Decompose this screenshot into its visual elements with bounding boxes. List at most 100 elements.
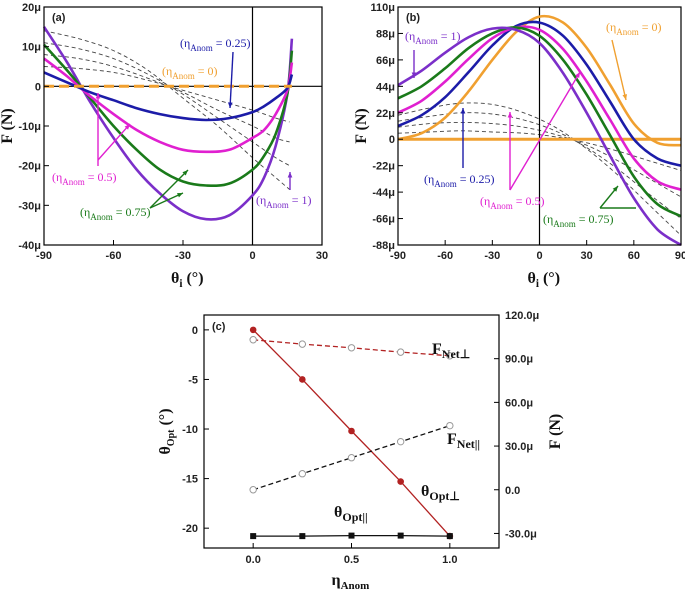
arrow-eta-0.25 xyxy=(229,51,234,109)
panel-label: (b) xyxy=(406,12,420,24)
y-tick-label: -44μ xyxy=(372,187,395,199)
data-point-square xyxy=(299,533,306,540)
panel-a: -90 -60 -30 0 30 20μ 10μ 0 -10μ -20μ -30μ -40μ (a) θi… xyxy=(0,2,328,290)
data-point-square xyxy=(348,532,355,539)
data-point-circle xyxy=(299,376,306,383)
y-tick-label: -30μ xyxy=(18,200,41,212)
series-label-theta-par: θOpt|| xyxy=(334,504,368,524)
data-point-open-circle xyxy=(446,421,454,430)
y-right-tick-label: -30.0μ xyxy=(505,528,537,540)
series-line-0 xyxy=(42,26,294,221)
arrow-eta-0.5b-head xyxy=(575,72,580,78)
y-tick-label: 20μ xyxy=(22,2,41,14)
annotation-eta-0: (ηAnom = 0) xyxy=(162,64,218,81)
x-axis-label: ηAnom xyxy=(332,572,370,592)
data-point-open-circle xyxy=(347,344,356,352)
annotation-eta-1: (ηAnom = 1) xyxy=(256,193,312,210)
series-line-2 xyxy=(43,57,294,154)
y-right-tick-label: 90.0μ xyxy=(505,354,533,366)
y-right-tick-label: 30.0μ xyxy=(505,441,533,453)
series-label-fnet-par: FNet|| xyxy=(447,431,480,451)
y-tick-label: 110μ xyxy=(371,2,395,14)
arrow-eta-0.5b xyxy=(97,123,131,161)
x-tick-label: -60 xyxy=(106,250,122,262)
arrow-eta-0.5-head xyxy=(507,112,513,118)
data-point-open-circle xyxy=(298,470,307,478)
x-axis-label: θi (°) xyxy=(528,270,561,290)
annotation-eta-0.75: (ηAnom = 0.75) xyxy=(543,212,614,229)
annotation-eta-1: (ηAnom = 1) xyxy=(405,29,461,46)
arrow-eta-0.25-head xyxy=(227,102,233,108)
annotation-eta-0.75: (ηAnom = 0.75) xyxy=(80,205,151,222)
y-right-tick-label: 60.0μ xyxy=(505,397,533,409)
y-tick-label: -22μ xyxy=(372,161,395,173)
x-tick-label: 90 xyxy=(675,250,685,262)
series-line-2 xyxy=(397,20,682,167)
x-tick-label: 30 xyxy=(316,250,328,262)
arrow-eta-0 xyxy=(611,39,627,101)
dashed-curve-1 xyxy=(43,42,290,167)
y-tick-label: 66μ xyxy=(376,55,395,67)
series-label-theta-perp: θOpt⊥ xyxy=(421,483,460,503)
x-tick-label: -60 xyxy=(437,250,453,262)
arrow-eta-1-head xyxy=(411,72,417,78)
annotation-eta-0.5: (ηAnom = 0.5) xyxy=(52,170,117,187)
y-left-tick-label: -5 xyxy=(188,374,198,386)
arrow-eta-0-head xyxy=(622,94,628,100)
annotation-eta-0: (ηAnom = 0) xyxy=(606,20,662,37)
y-tick-label: 44μ xyxy=(376,81,395,93)
arrow-eta-0.5b-head xyxy=(124,124,130,130)
panel-c: 0.0 0.5 1.0 0 -5 -10 -15 -20 120.0μ 90.0μ 60.0μ 30.… xyxy=(157,310,564,592)
y-left-tick-label: 0 xyxy=(192,325,198,337)
data-point-open-circle xyxy=(396,437,405,446)
data-point-square xyxy=(250,533,257,540)
data-point-open-circle xyxy=(249,486,257,494)
x-tick-label: -30 xyxy=(484,250,500,262)
data-point-open-circle xyxy=(249,336,257,344)
data-point-open-circle xyxy=(298,340,307,348)
y-tick-label: -20μ xyxy=(18,161,41,173)
y-right-axis-label: F (N) xyxy=(547,414,564,449)
arrow-eta-0.75 xyxy=(149,169,189,209)
arrow-eta-0.75b xyxy=(149,192,184,209)
data-point-circle xyxy=(397,478,404,485)
y-tick-label: 22μ xyxy=(376,108,395,120)
dashed-curve-3 xyxy=(43,66,290,123)
x-tick-label: 0.0 xyxy=(246,554,261,566)
x-axis-label: θi (°) xyxy=(171,270,204,290)
arrow-eta-0.25-head xyxy=(460,108,466,114)
series-line-3 xyxy=(43,71,294,122)
x-tick-label: 0 xyxy=(536,250,542,262)
dashed-curve-2 xyxy=(43,54,290,143)
x-tick-label: 60 xyxy=(628,250,640,262)
arrow-eta-0.75b-head xyxy=(177,193,183,198)
series-line-1 xyxy=(397,14,682,147)
y-tick-label: -10μ xyxy=(18,121,41,133)
series-label-fnet-perp: FNet⊥ xyxy=(432,341,470,361)
y-right-tick-label: 120.0μ xyxy=(505,310,539,322)
annotation-eta-0.5: (ηAnom = 0.5) xyxy=(480,194,545,211)
arrow-eta-0.75-head xyxy=(182,170,188,176)
x-tick-label: -90 xyxy=(390,250,406,262)
data-point-square xyxy=(397,532,404,539)
arrow-eta-0.5b xyxy=(509,71,581,191)
x-tick-label: 0.5 xyxy=(344,554,359,566)
data-point-circle xyxy=(249,326,257,334)
panel-label: (a) xyxy=(52,12,66,24)
data-point-open-circle xyxy=(396,348,405,356)
y-tick-label: -66μ xyxy=(372,214,395,226)
y-left-tick-label: -20 xyxy=(182,523,198,535)
series-line-1 xyxy=(43,43,294,188)
arrow-eta-1-head xyxy=(287,172,293,178)
panel-label: (c) xyxy=(212,321,226,333)
x-tick-label: -30 xyxy=(175,250,191,262)
dashed-curve-0 xyxy=(43,30,290,190)
y-right-tick-label: 0.0 xyxy=(505,485,520,497)
series-line-3 xyxy=(397,25,682,191)
y-axis-label: F (N) xyxy=(353,108,370,143)
y-left-tick-label: -10 xyxy=(182,424,198,436)
y-tick-label: 88μ xyxy=(376,28,395,40)
data-point-square xyxy=(446,533,453,540)
x-tick-label: 0 xyxy=(249,250,255,262)
